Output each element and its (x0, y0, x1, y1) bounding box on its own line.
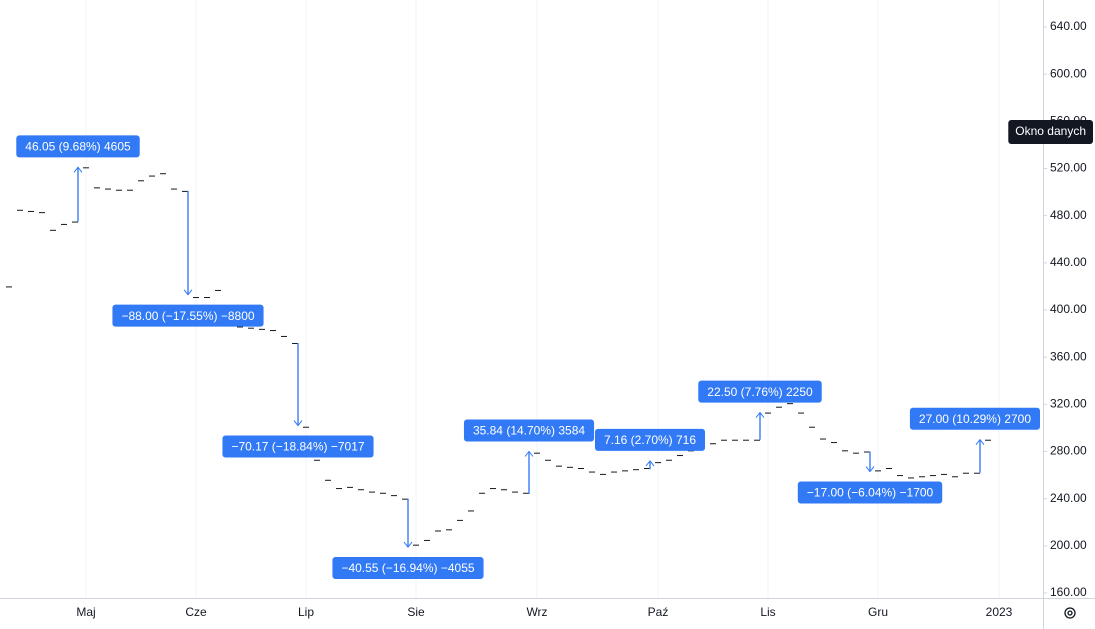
label-box (16, 135, 140, 158)
x-tick-label: Cze (185, 605, 207, 619)
label-box (594, 428, 706, 451)
y-tick-label: 400.00 (1050, 302, 1087, 316)
label-box (797, 481, 943, 504)
arrow-head (293, 420, 303, 427)
gear (1064, 607, 1076, 619)
y-tick-label: 320.00 (1050, 397, 1087, 411)
label-box (463, 419, 595, 442)
label-text: 7.16 (2.70%) 716 (604, 433, 696, 447)
arrow-head (975, 438, 985, 446)
label-text: −40.55 (−16.94%) −4055 (341, 561, 474, 575)
measure-label: −70.17 (−18.84%) −7017 (222, 435, 374, 458)
measure-label: 7.16 (2.70%) 716 (594, 428, 706, 451)
label-text: 27.00 (10.29%) 2700 (919, 412, 1031, 426)
data-window-tooltip[interactable]: Okno danych (1008, 120, 1093, 144)
y-tick-label: 280.00 (1050, 444, 1087, 458)
label-text: 22.50 (7.76%) 2250 (707, 385, 813, 399)
arrow-head (183, 289, 193, 296)
y-tick-label: 160.00 (1050, 585, 1087, 599)
x-tick-label: Wrz (526, 605, 547, 619)
measure-label: 35.84 (14.70%) 3584 (463, 419, 595, 442)
x-tick-label: Maj (76, 605, 95, 619)
arrow-head (645, 460, 655, 467)
y-tick-label: 520.00 (1050, 161, 1087, 175)
label-box (332, 557, 484, 580)
x-tick-label: 2023 (986, 605, 1013, 619)
y-tick-label: 640.00 (1050, 19, 1087, 33)
tooltip-text[interactable]: Okno danych (1015, 124, 1086, 138)
tooltip-box[interactable] (1008, 120, 1093, 144)
measure-label: −40.55 (−16.94%) −4055 (332, 557, 484, 580)
x-tick-label: Paź (648, 605, 669, 619)
x-tick-label: Lip (298, 605, 314, 619)
measure-label: −17.00 (−6.04%) −1700 (797, 481, 943, 504)
gear-hub (1067, 610, 1073, 616)
arrow-head (73, 166, 83, 173)
y-tick-label: 600.00 (1050, 66, 1087, 80)
settings-icon[interactable] (1064, 607, 1076, 619)
arrow-head (403, 541, 413, 548)
label-box (909, 407, 1040, 430)
y-tick-label: 440.00 (1050, 255, 1087, 269)
x-tick-label: Lis (760, 605, 775, 619)
arrow-head (865, 466, 875, 473)
y-tick-label: 240.00 (1050, 491, 1087, 505)
label-text: −88.00 (−17.55%) −8800 (121, 309, 254, 323)
arrow-head (524, 450, 534, 457)
x-tick-label: Gru (868, 605, 888, 619)
label-text: 35.84 (14.70%) 3584 (473, 424, 585, 438)
y-tick-label: 200.00 (1050, 538, 1087, 552)
label-text: −17.00 (−6.04%) −1700 (807, 486, 934, 500)
label-text: 46.05 (9.68%) 4605 (25, 139, 131, 153)
x-tick-label: Sie (407, 605, 425, 619)
label-text: −70.17 (−18.84%) −7017 (231, 440, 364, 454)
label-box (112, 304, 264, 327)
measure-label: 46.05 (9.68%) 4605 (16, 135, 140, 158)
measure-label: 27.00 (10.29%) 2700 (909, 407, 1040, 430)
label-box (698, 380, 822, 403)
measure-label: −88.00 (−17.55%) −8800 (112, 304, 264, 327)
label-box (222, 435, 374, 458)
y-tick-label: 480.00 (1050, 208, 1087, 222)
y-tick-label: 360.00 (1050, 349, 1087, 363)
arrow-head (755, 411, 765, 418)
measure-label: 22.50 (7.76%) 2250 (698, 380, 822, 403)
